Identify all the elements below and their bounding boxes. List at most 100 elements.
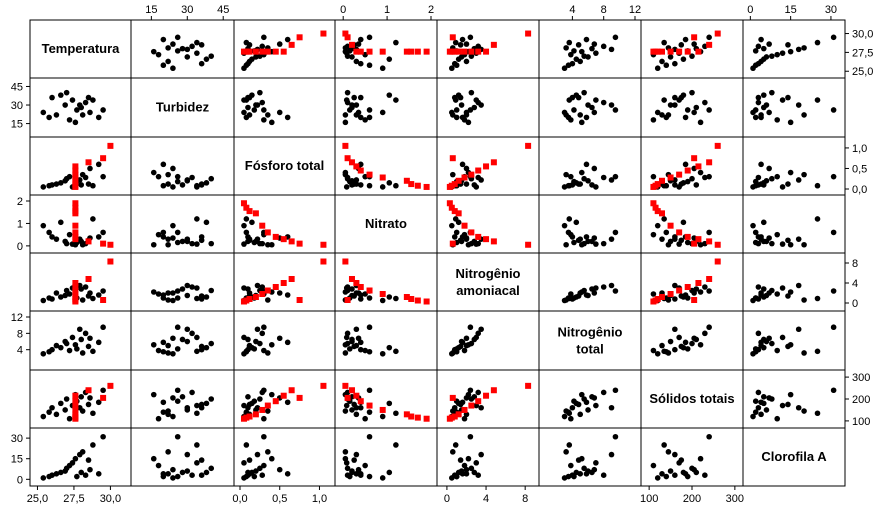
data-point-square [353, 48, 360, 55]
data-point [612, 387, 619, 394]
data-point [74, 346, 80, 352]
data-point [682, 471, 689, 477]
data-point-square [403, 294, 410, 300]
data-point-square [280, 392, 287, 399]
data-point [463, 395, 470, 401]
data-point [40, 413, 47, 420]
data-point [665, 297, 672, 303]
data-point [160, 471, 167, 477]
data-point [245, 286, 251, 292]
right-tick-label: 25,0 [852, 66, 873, 78]
data-point [165, 297, 171, 303]
data-point [160, 399, 167, 406]
data-point [245, 336, 251, 343]
data-point [575, 181, 582, 187]
data-point [678, 94, 685, 101]
data-point-square [348, 41, 355, 48]
data-point-square [691, 240, 698, 247]
data-point [170, 413, 176, 420]
data-point [165, 471, 171, 477]
data-point-square [296, 297, 303, 303]
data-point-square [348, 276, 355, 282]
data-point-square [107, 382, 114, 389]
data-point [170, 466, 176, 473]
data-point [663, 473, 670, 480]
data-point [150, 391, 157, 398]
data-point [170, 235, 176, 241]
data-point [463, 471, 470, 477]
data-point [475, 472, 482, 478]
data-point-square [667, 291, 674, 297]
data-point-square [353, 280, 360, 286]
data-point [208, 340, 215, 347]
data-point [95, 161, 102, 168]
data-point [189, 472, 195, 478]
data-point [566, 182, 573, 189]
bottom-tick-label: 30,0 [100, 493, 121, 505]
data-point-square [357, 167, 364, 174]
data-point [452, 348, 459, 355]
data-point [184, 46, 191, 53]
data-point [667, 468, 674, 474]
data-point [672, 60, 678, 67]
data-point-square [272, 398, 279, 405]
data-point [478, 326, 484, 333]
data-point [465, 341, 472, 348]
data-point [265, 350, 271, 356]
data-point [170, 41, 176, 47]
data-point [787, 48, 794, 55]
right-tick-label: 30,0 [852, 29, 873, 41]
data-point [752, 398, 759, 404]
data-point-square [252, 48, 259, 55]
data-point [386, 180, 393, 186]
data-point [49, 94, 55, 101]
data-point [82, 472, 89, 478]
data-point [774, 291, 781, 297]
data-point [672, 282, 678, 289]
data-point [58, 469, 64, 476]
data-point [787, 169, 794, 176]
data-point [600, 174, 607, 181]
data-point [179, 238, 186, 245]
data-point [160, 234, 167, 240]
data-point [78, 104, 85, 111]
data-point-square [344, 34, 351, 41]
data-point [170, 222, 176, 229]
data-point-square [243, 204, 250, 211]
data-point [49, 346, 55, 353]
data-point [593, 402, 599, 409]
data-point [795, 236, 802, 242]
data-point [672, 326, 678, 333]
data-point [779, 285, 786, 291]
data-point [241, 241, 247, 247]
data-point [58, 219, 64, 226]
data-point [672, 102, 678, 108]
data-point [471, 182, 478, 188]
data-point-square [455, 411, 462, 418]
data-point [194, 410, 200, 417]
data-point [801, 241, 807, 248]
data-point [449, 449, 456, 455]
data-point [184, 282, 191, 289]
data-point [684, 178, 691, 185]
data-point [573, 469, 580, 476]
data-point-square [706, 41, 713, 48]
data-point [830, 387, 837, 394]
data-point-square [475, 167, 482, 174]
data-point [79, 449, 86, 455]
data-point [763, 407, 770, 413]
data-point [184, 468, 191, 474]
data-point [254, 326, 261, 333]
data-point [40, 350, 47, 357]
data-point [654, 475, 661, 481]
data-point-square [379, 174, 386, 181]
data-point [583, 471, 590, 477]
data-point [769, 240, 775, 247]
data-point [357, 296, 364, 302]
panel-cla-cla [742, 427, 846, 487]
data-point [58, 180, 64, 186]
data-point-square [85, 159, 92, 166]
data-point [571, 48, 577, 54]
data-point [697, 341, 704, 348]
data-point-square [272, 284, 279, 290]
